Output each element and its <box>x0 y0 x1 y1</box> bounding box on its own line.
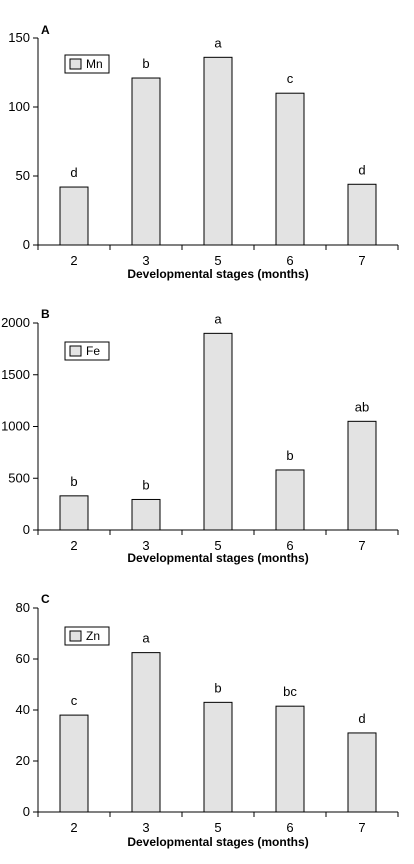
legend-label: Zn <box>86 629 100 643</box>
bar <box>347 732 377 813</box>
bar <box>275 92 305 246</box>
x-tick-label: 3 <box>142 253 149 268</box>
significance-label: a <box>214 35 222 50</box>
significance-label: b <box>70 474 77 489</box>
y-tick-label: 50 <box>16 168 30 183</box>
bar <box>203 56 233 246</box>
significance-label: a <box>214 311 222 326</box>
legend-label: Fe <box>86 344 100 358</box>
bar <box>59 186 89 246</box>
bar <box>347 420 377 531</box>
bar <box>59 714 89 813</box>
significance-label: a <box>142 631 150 646</box>
y-tick-label: 40 <box>16 702 30 717</box>
y-tick-label: 1000 <box>1 419 30 434</box>
x-tick-label: 2 <box>70 538 77 553</box>
legend: Zn <box>64 626 110 646</box>
x-tick-label: 5 <box>214 538 221 553</box>
bar <box>203 332 233 531</box>
legend: Mn <box>64 54 110 74</box>
x-tick-label: 2 <box>70 253 77 268</box>
y-tick-label: 0 <box>23 237 30 252</box>
chart-panel-b: B 0 500 1000 1500 2000 b 2 b 3 a 5 b 6 ab 7 Developmenta… <box>1 307 399 565</box>
bar <box>347 183 377 246</box>
y-tick-label: 0 <box>23 522 30 537</box>
bar <box>131 77 161 246</box>
x-tick-label: 3 <box>142 538 149 553</box>
legend: Fe <box>64 341 110 361</box>
significance-label: d <box>358 162 365 177</box>
legend-label: Mn <box>86 57 103 71</box>
x-tick-label: 6 <box>286 538 293 553</box>
x-tick-label: 5 <box>214 820 221 835</box>
bar <box>59 495 89 531</box>
significance-label: b <box>142 56 149 71</box>
chart-panel-a: A 0 50 100 150 d 2 b 3 a 5 c 6 d 7 Developmental stages… <box>8 23 399 281</box>
x-tick-label: 6 <box>286 820 293 835</box>
bar <box>275 469 305 531</box>
y-tick-label: 0 <box>23 804 30 819</box>
x-tick-label: 7 <box>358 820 365 835</box>
panel-letter: A <box>41 23 50 37</box>
x-axis-label: Developmental stages (months) <box>127 835 308 849</box>
y-tick-label: 60 <box>16 651 30 666</box>
legend-swatch <box>69 345 82 357</box>
significance-label: d <box>70 165 77 180</box>
x-tick-label: 7 <box>358 538 365 553</box>
significance-label: ab <box>355 399 369 414</box>
x-axis-label: Developmental stages (months) <box>127 551 308 565</box>
panel-letter: B <box>41 307 50 321</box>
legend-swatch <box>69 630 82 642</box>
x-axis-label: Developmental stages (months) <box>127 267 308 281</box>
bar <box>203 701 233 813</box>
significance-label: c <box>71 693 78 708</box>
y-tick-label: 100 <box>8 99 30 114</box>
significance-label: c <box>287 71 294 86</box>
bar <box>131 652 161 813</box>
x-tick-label: 6 <box>286 253 293 268</box>
x-tick-label: 2 <box>70 820 77 835</box>
legend-swatch <box>69 58 82 70</box>
significance-label: b <box>286 448 293 463</box>
y-tick-label: 2000 <box>1 315 30 330</box>
significance-label: bc <box>283 684 297 699</box>
bar <box>131 498 161 531</box>
y-tick-label: 150 <box>8 30 30 45</box>
x-tick-label: 5 <box>214 253 221 268</box>
y-tick-label: 1500 <box>1 367 30 382</box>
y-tick-label: 80 <box>16 600 30 615</box>
significance-label: d <box>358 711 365 726</box>
significance-label: b <box>214 680 221 695</box>
y-tick-label: 20 <box>16 753 30 768</box>
significance-label: b <box>142 477 149 492</box>
chart-panel-c: C 0 20 40 60 80 c 2 a 3 b 5 bc 6 d 7 Developmental stage… <box>16 592 399 849</box>
x-tick-label: 7 <box>358 253 365 268</box>
y-tick-label: 500 <box>8 470 30 485</box>
panel-letter: C <box>41 592 50 606</box>
bar <box>275 705 305 813</box>
x-tick-label: 3 <box>142 820 149 835</box>
